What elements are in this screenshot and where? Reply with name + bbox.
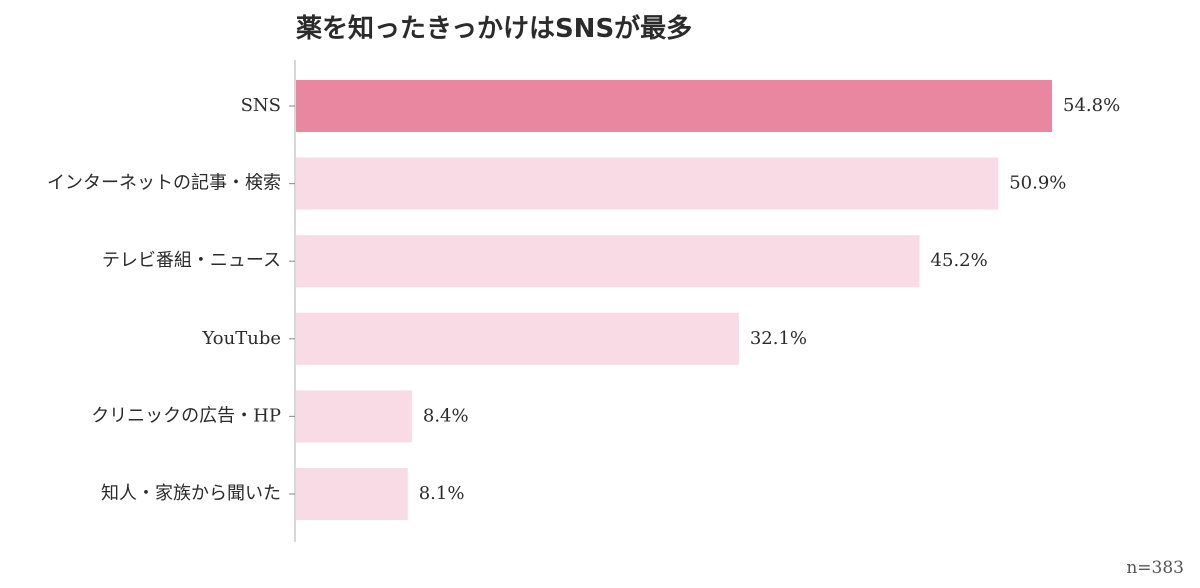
category-label: 知人・家族から聞いた [101, 483, 281, 504]
category-label: YouTube [201, 328, 281, 349]
sample-size-note: n=383 [1126, 558, 1184, 578]
bar-1 [296, 157, 999, 210]
value-label: 50.9% [1009, 173, 1066, 194]
bar-0 [296, 80, 1052, 132]
value-label: 54.8% [1063, 95, 1120, 116]
category-label: SNS [241, 95, 281, 116]
bar-2 [296, 235, 920, 288]
bar-4 [296, 390, 412, 443]
value-label: 8.4% [423, 405, 469, 426]
category-label: テレビ番組・ニュース [102, 250, 281, 271]
value-label: 8.1% [419, 483, 465, 504]
bar-5 [296, 468, 408, 520]
chart-title: 薬を知ったきっかけはSNSが最多 [296, 14, 693, 44]
value-label: 45.2% [931, 250, 988, 271]
bar-3 [296, 312, 739, 365]
value-label: 32.1% [750, 328, 807, 349]
category-label: インターネットの記事・検索 [47, 173, 281, 194]
category-label: クリニックの広告・HP [91, 405, 281, 426]
